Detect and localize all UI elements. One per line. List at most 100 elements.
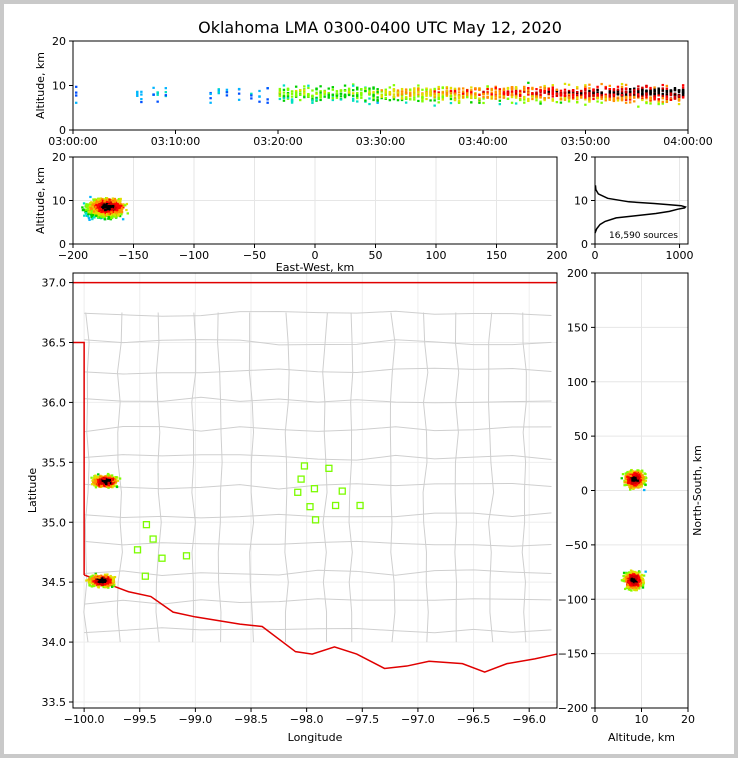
time-source [449,90,453,93]
ew-source [121,204,125,208]
time-source [315,91,318,94]
time-source [282,96,286,100]
map-y-tick-label: 33.5 [42,696,67,709]
ew-source [98,198,102,201]
time-y-tick-label: 20 [52,35,66,48]
map-x-tick-label: −96.0 [512,713,546,726]
ns-source [644,483,647,486]
lma-station [158,554,166,562]
time-source [539,94,542,97]
time-source [604,86,607,89]
time-source [347,90,351,94]
lma-station [338,487,346,495]
time-source [286,91,290,95]
time-source [527,90,530,94]
hist-y-tick-label: 20 [574,151,588,164]
time-source [429,88,432,91]
time-source [673,89,677,92]
time-source [649,93,652,96]
time-source [290,90,294,93]
map-source [97,576,101,579]
map-source [96,576,99,579]
time-source [311,89,314,92]
ew-source [104,205,107,209]
ew-source [91,203,94,206]
time-source [372,96,375,99]
time-source [681,90,685,94]
map-source [91,483,94,486]
county-line [248,312,255,643]
time-source [669,94,673,97]
state-border-west [73,341,85,575]
time-source [294,91,298,95]
time-source [608,90,612,93]
county-line [84,426,552,433]
figure-title: Oklahoma LMA 0300-0400 UTC May 12, 2020 [198,18,562,37]
time-source [576,95,579,99]
time-source [616,85,620,88]
ns-source [637,477,640,480]
ew-source [119,199,122,203]
time-source [433,87,436,91]
time-source [653,98,656,101]
time-source [490,97,493,100]
map-source [103,577,106,580]
time-source [396,93,400,96]
ns-y-tick-label: 50 [574,430,588,443]
ew-source [118,210,122,213]
time-source [396,89,400,92]
time-source [319,93,322,97]
map-source [94,576,98,579]
time-source [372,94,375,97]
time-source [506,97,510,100]
ns-source [634,481,637,484]
time-source [576,97,579,100]
time-source [637,85,640,88]
ns-source [643,488,646,492]
time-source [653,92,656,95]
map-source [110,475,114,479]
time-y-axis-label: Altitude, km [34,52,47,119]
time-source [282,99,286,102]
time-source [661,83,664,87]
lma-figure-svg: Oklahoma LMA 0300-0400 UTC May 12, 2020 … [26,18,713,744]
time-source [372,92,375,95]
time-source [136,93,139,96]
map-source [97,476,100,479]
county-line [521,312,527,643]
time-source [523,90,526,93]
time-source [580,95,583,98]
county-line [348,312,354,643]
time-source [75,91,78,94]
time-source [331,88,335,91]
map-source [98,476,102,480]
time-source [657,98,660,101]
map-source [103,480,107,483]
time-source [437,96,440,100]
ew-source [95,199,99,202]
map-source [92,580,95,583]
ns-source [632,473,635,476]
map-source [107,486,110,489]
time-source [396,94,400,97]
time-source [620,92,624,95]
ew-source [107,213,111,216]
time-source [449,95,453,98]
time-source [547,90,550,94]
time-source [404,96,408,99]
time-source [470,101,473,104]
map-source [109,485,112,488]
lma-station [311,516,320,524]
time-source [347,88,351,92]
map-source [111,582,114,585]
time-source [543,89,546,93]
ew-source [85,205,88,208]
ew-y-tick-label: 10 [52,195,66,208]
time-source [612,95,616,98]
time-source [567,91,571,94]
county-line [454,312,460,643]
time-source [653,96,656,99]
ns-source [642,479,645,482]
time-source [608,94,612,97]
time-source [641,93,644,96]
